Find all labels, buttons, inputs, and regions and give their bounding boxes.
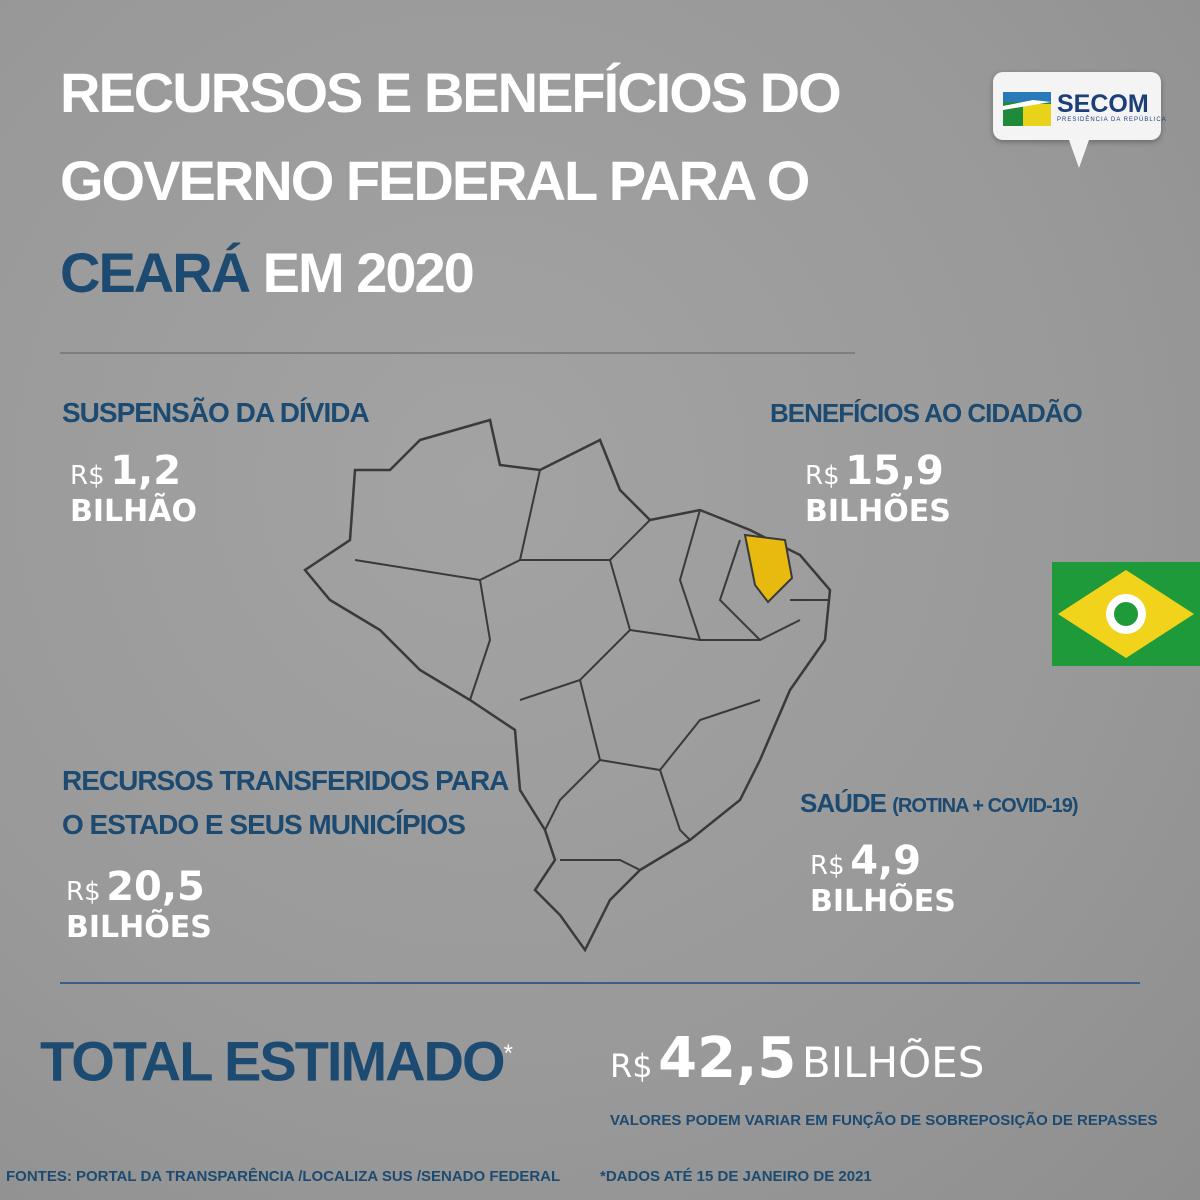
title-line-1: RECURSOS E BENEFÍCIOS DO <box>60 61 842 124</box>
recursos-value: R$ 20,5 BILHÕES <box>66 864 212 945</box>
saude-note: (ROTINA + COVID-19) <box>892 795 1078 817</box>
saude-value: R$ 4,9 BILHÕES <box>810 838 956 919</box>
asterisk: * <box>503 1040 513 1067</box>
amount: 20,5 <box>106 864 205 910</box>
brazil-outline <box>303 418 832 953</box>
total-note: VALORES PODEM VARIAR EM FUNÇÃO DE SOBREP… <box>610 1112 1158 1129</box>
amount: 1,2 <box>110 448 182 494</box>
footer-sources: FONTES: PORTAL DA TRANSPARÊNCIA /LOCALIZ… <box>6 1168 561 1185</box>
total-label: TOTAL ESTIMADO* <box>40 1022 513 1094</box>
saude-heading: SAÚDE (ROTINA + COVID-19) <box>800 786 1079 823</box>
beneficios-heading: BENEFÍCIOS AO CIDADÃO <box>770 398 1083 428</box>
recursos-heading-2: O ESTADO E SEUS MUNICÍPIOS <box>62 809 466 840</box>
currency: R$ <box>66 877 101 907</box>
ceara-flag-icon <box>1058 570 1194 658</box>
title-year: EM 2020 <box>249 241 475 304</box>
unit: BILHÕES <box>810 884 956 919</box>
beneficios-value: R$ 15,9 BILHÕES <box>805 448 951 529</box>
divida-value: R$ 1,2 BILHÃO <box>70 448 197 529</box>
currency: R$ <box>805 461 840 491</box>
logo-name: SECOM <box>1057 90 1149 118</box>
amount: 42,5 <box>658 1026 797 1091</box>
currency: R$ <box>70 461 105 491</box>
unit: BILHÃO <box>70 494 197 529</box>
secom-emblem-icon <box>1003 92 1051 126</box>
title-line-2: GOVERNO FEDERAL PARA O <box>60 149 810 212</box>
unit: BILHÕES <box>801 1038 985 1087</box>
ceara-highlight <box>743 533 794 604</box>
title-state: CEARÁ <box>60 241 251 304</box>
footer-date-note: *DADOS ATÉ 15 DE JANEIRO DE 2021 <box>600 1168 872 1185</box>
ceara-flag <box>1052 562 1200 666</box>
saude-title: SAÚDE <box>800 788 887 818</box>
title-line-3: CEARÁ EM 2020 <box>60 238 475 308</box>
currency: R$ <box>810 851 845 881</box>
divider-bottom <box>60 982 1140 984</box>
currency: R$ <box>610 1047 653 1085</box>
amount: 15,9 <box>845 448 944 494</box>
state-borders <box>354 469 830 871</box>
total-text: TOTAL ESTIMADO <box>40 1029 506 1093</box>
secom-logo: SECOM PRESIDÊNCIA DA REPÚBLICA <box>993 72 1166 168</box>
unit: BILHÕES <box>805 494 951 529</box>
amount: 4,9 <box>850 838 922 884</box>
divider-top <box>60 352 855 354</box>
unit: BILHÕES <box>66 910 212 945</box>
recursos-heading-1: RECURSOS TRANSFERIDOS PARA <box>62 765 509 796</box>
logo-pointer <box>1069 140 1089 168</box>
total-value: R$ 42,5 BILHÕES <box>610 1026 984 1091</box>
divida-heading: SUSPENSÃO DA DÍVIDA <box>62 397 370 428</box>
logo-subtitle: PRESIDÊNCIA DA REPÚBLICA <box>1057 117 1167 123</box>
